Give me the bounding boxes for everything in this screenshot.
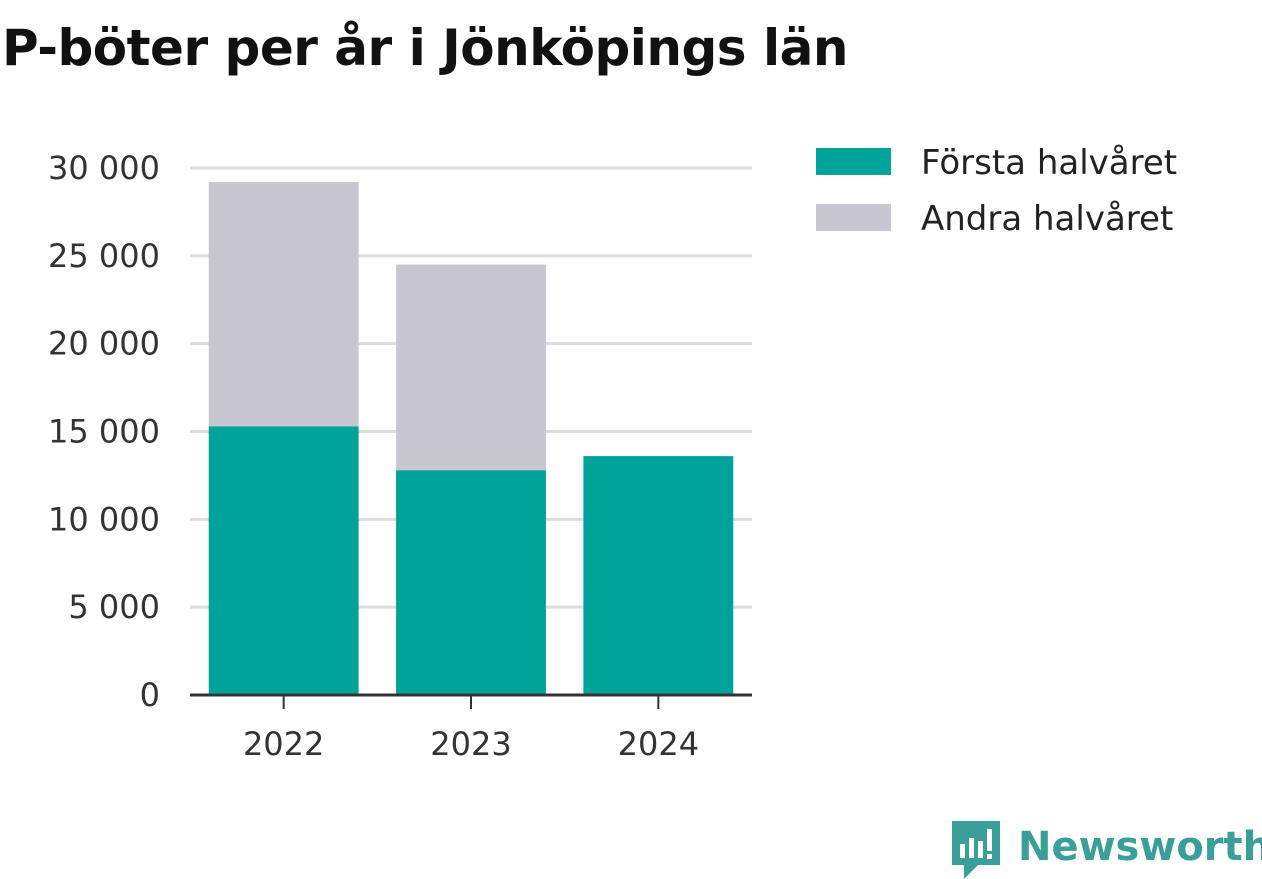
legend-swatch: [816, 148, 891, 175]
y-tick-label: 5 000: [68, 588, 160, 626]
bar-2023-series-1: [396, 264, 546, 471]
y-tick-label: 25 000: [48, 237, 160, 275]
bar-2022-series-1: [208, 182, 359, 427]
legend-swatch: [816, 204, 891, 231]
bar-2024-series-0: [583, 456, 734, 695]
y-tick-label: 30 000: [48, 149, 160, 187]
x-tick-label: 2022: [243, 725, 324, 763]
x-tick-label: 2023: [430, 725, 511, 763]
brand-name: Newsworthy: [1018, 824, 1262, 870]
bar-2023-series-0: [396, 470, 546, 695]
x-tick-label: 2024: [618, 725, 699, 763]
legend: Första halvåret Andra halvåret: [816, 143, 1177, 239]
y-tick-label: 10 000: [48, 500, 160, 538]
axes: 0 5 000 10 000 15 000 20 000 25 000 30 000 2022…: [48, 149, 752, 763]
legend-label: Andra halvåret: [921, 199, 1173, 239]
newsworthy-brand: Newsworthy: [952, 821, 1262, 879]
y-tick-label: 20 000: [48, 325, 160, 363]
chart-title: P-böter per år i Jönköpings län: [2, 19, 848, 77]
bar-2022-series-0: [208, 426, 359, 695]
y-tick-label: 0: [140, 676, 160, 714]
bars: [208, 182, 734, 695]
y-tick-label: 15 000: [48, 413, 160, 451]
legend-label: Första halvåret: [921, 143, 1177, 183]
newsworthy-logo-icon: [952, 821, 1000, 879]
